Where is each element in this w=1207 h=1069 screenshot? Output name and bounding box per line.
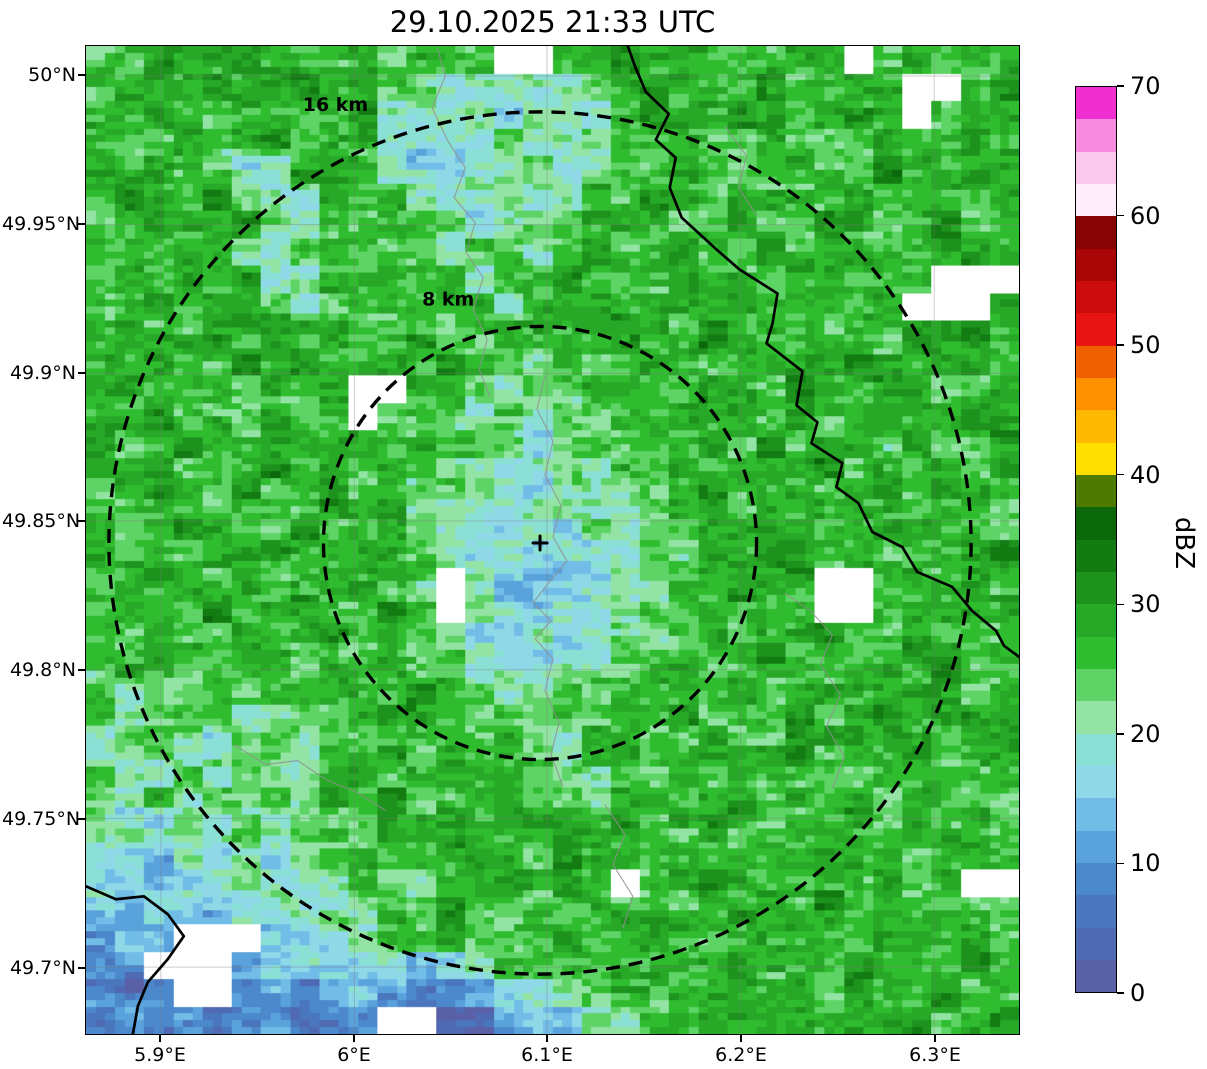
colorbar-tick-mark <box>1117 733 1124 735</box>
colorbar-tick-label: 10 <box>1130 849 1161 878</box>
colorbar-segment <box>1076 862 1116 896</box>
colorbar-segment <box>1076 442 1116 475</box>
colorbar-segment <box>1076 701 1116 734</box>
lat-tick-label: 49.95°N <box>2 213 81 235</box>
lat-tick-mark <box>78 520 85 522</box>
range-ring-16km <box>107 110 973 976</box>
lon-tick-label: 6.1°E <box>521 1044 573 1066</box>
colorbar-tick-mark <box>1117 473 1124 476</box>
colorbar-segment <box>1076 410 1116 443</box>
colorbar-title: dBZ <box>1169 516 1199 570</box>
lon-tick-label: 6.3°E <box>909 1044 961 1066</box>
colorbar-segment <box>1076 474 1116 508</box>
lat-tick-mark <box>78 818 85 820</box>
colorbar-segment <box>1076 313 1116 346</box>
range-ring-label-16km: 16 km <box>303 94 368 116</box>
map-plot: 8 km 16 km <box>85 45 1020 1035</box>
colorbar <box>1075 86 1117 993</box>
lon-tick-mark <box>934 1035 936 1042</box>
lat-tick-label: 49.75°N <box>2 808 81 830</box>
colorbar-segment <box>1076 571 1116 605</box>
colorbar-segment <box>1076 183 1116 217</box>
colorbar-tick-label: 60 <box>1130 201 1161 230</box>
colorbar-segment <box>1076 604 1116 637</box>
lat-tick-mark <box>78 223 85 225</box>
lat-tick-label: 49.8°N <box>9 659 76 681</box>
colorbar-tick-mark <box>1117 603 1124 606</box>
colorbar-tick-mark <box>1117 992 1124 994</box>
colorbar-segment <box>1076 668 1116 702</box>
lon-tick-mark <box>159 1035 161 1042</box>
lat-tick-mark <box>78 372 85 374</box>
lon-tick-mark <box>740 1035 742 1042</box>
lat-tick-mark <box>78 74 85 76</box>
river-line <box>532 375 568 787</box>
colorbar-segment <box>1076 119 1116 152</box>
colorbar-segment <box>1076 733 1116 766</box>
map-overlay-svg: 8 km 16 km <box>86 46 1019 1034</box>
lat-tick-label: 49.85°N <box>2 510 81 532</box>
colorbar-tick-mark <box>1117 85 1124 87</box>
river-line <box>724 125 758 216</box>
colorbar-tick-label: 50 <box>1130 331 1161 360</box>
radar-reflectivity-canvas <box>86 46 1019 1034</box>
lat-tick-label: 49.7°N <box>9 957 76 979</box>
figure-title: 29.10.2025 21:33 UTC <box>389 5 716 39</box>
lon-tick-mark <box>353 1035 355 1042</box>
colorbar-segment <box>1076 377 1116 411</box>
colorbar-segment <box>1076 507 1116 540</box>
lon-tick-label: 6.2°E <box>715 1044 767 1066</box>
colorbar-tick-label: 20 <box>1130 719 1161 748</box>
lat-tick-mark <box>78 669 85 671</box>
colorbar-segment <box>1076 151 1116 184</box>
colorbar-segment <box>1076 895 1116 928</box>
colorbar-segment <box>1076 280 1116 314</box>
lon-tick-label: 5.9°E <box>134 1044 186 1066</box>
colorbar-tick-mark <box>1117 344 1124 346</box>
river-line <box>431 47 491 398</box>
lat-tick-label: 50°N <box>28 64 76 86</box>
colorbar-segment <box>1076 959 1116 993</box>
river-line <box>784 592 845 789</box>
river-line <box>233 744 386 811</box>
lon-tick-mark <box>546 1035 548 1042</box>
colorbar-tick-label: 40 <box>1130 460 1161 489</box>
river-line <box>604 804 634 929</box>
colorbar-segment <box>1076 830 1116 863</box>
colorbar-segment <box>1076 927 1116 960</box>
colorbar-tick-label: 70 <box>1130 72 1161 100</box>
colorbar-segment <box>1076 539 1116 572</box>
colorbar-segment <box>1076 87 1116 120</box>
colorbar-segment <box>1076 798 1116 831</box>
colorbar-segment <box>1076 765 1116 799</box>
range-ring-label-8km: 8 km <box>422 288 474 310</box>
colorbar-segment <box>1076 636 1116 669</box>
country-border-line <box>86 884 186 1034</box>
lat-tick-mark <box>78 967 85 969</box>
colorbar-segment <box>1076 216 1116 249</box>
country-border-line <box>626 46 1019 659</box>
colorbar-segment <box>1076 248 1116 281</box>
colorbar-segment <box>1076 345 1116 378</box>
lon-tick-label: 6°E <box>337 1044 371 1066</box>
colorbar-tick-label: 30 <box>1130 590 1161 619</box>
lat-tick-label: 49.9°N <box>9 362 76 384</box>
colorbar-tick-mark <box>1117 862 1124 865</box>
colorbar-tick-label: 0 <box>1130 979 1146 1007</box>
range-ring-8km <box>321 324 759 762</box>
colorbar-tick-mark <box>1117 214 1124 217</box>
